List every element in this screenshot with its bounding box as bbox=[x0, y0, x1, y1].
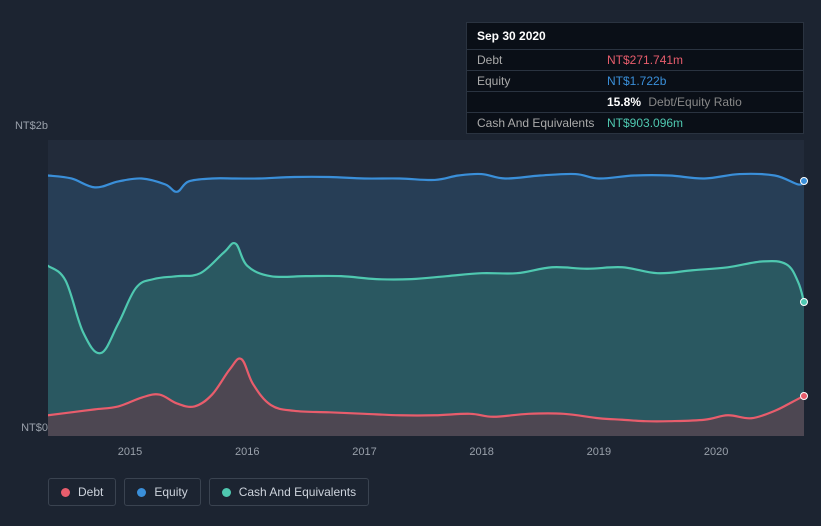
tooltip-row-debt: Debt NT$271.741m bbox=[467, 50, 803, 71]
hover-tooltip: Sep 30 2020 Debt NT$271.741m Equity NT$1… bbox=[466, 22, 804, 134]
end-dot-equity bbox=[800, 177, 808, 185]
y-tick-max: NT$2b bbox=[15, 120, 48, 132]
x-tick: 2015 bbox=[118, 446, 142, 458]
x-tick: 2020 bbox=[704, 446, 728, 458]
end-dot-cash bbox=[800, 298, 808, 306]
tooltip-date: Sep 30 2020 bbox=[467, 23, 803, 50]
legend: Debt Equity Cash And Equivalents bbox=[48, 478, 369, 506]
legend-label: Equity bbox=[154, 485, 187, 499]
tooltip-label bbox=[477, 95, 607, 109]
tooltip-value: NT$271.741m bbox=[607, 53, 683, 67]
end-dot-debt bbox=[800, 392, 808, 400]
legend-label: Cash And Equivalents bbox=[239, 485, 356, 499]
legend-label: Debt bbox=[78, 485, 103, 499]
x-tick: 2019 bbox=[587, 446, 611, 458]
plot-area[interactable] bbox=[48, 140, 804, 436]
legend-dot-icon bbox=[137, 488, 146, 497]
tooltip-row-ratio: 15.8% Debt/Equity Ratio bbox=[467, 92, 803, 113]
chart-svg bbox=[48, 140, 804, 436]
x-tick: 2017 bbox=[352, 446, 376, 458]
legend-dot-icon bbox=[222, 488, 231, 497]
tooltip-row-equity: Equity NT$1.722b bbox=[467, 71, 803, 92]
legend-item-cash[interactable]: Cash And Equivalents bbox=[209, 478, 369, 506]
x-tick: 2018 bbox=[469, 446, 493, 458]
tooltip-label: Equity bbox=[477, 74, 607, 88]
legend-item-debt[interactable]: Debt bbox=[48, 478, 116, 506]
legend-dot-icon bbox=[61, 488, 70, 497]
x-tick: 2016 bbox=[235, 446, 259, 458]
y-tick-min: NT$0 bbox=[21, 422, 48, 434]
tooltip-label: Debt bbox=[477, 53, 607, 67]
chart-container: NT$2b NT$0 2015 2016 2017 2018 2019 2020 bbox=[18, 120, 804, 470]
x-axis: 2015 2016 2017 2018 2019 2020 bbox=[48, 446, 804, 466]
tooltip-ratio-text: Debt/Equity Ratio bbox=[648, 95, 741, 109]
tooltip-ratio-pct: 15.8% bbox=[607, 95, 641, 109]
tooltip-value: NT$1.722b bbox=[607, 74, 666, 88]
legend-item-equity[interactable]: Equity bbox=[124, 478, 200, 506]
